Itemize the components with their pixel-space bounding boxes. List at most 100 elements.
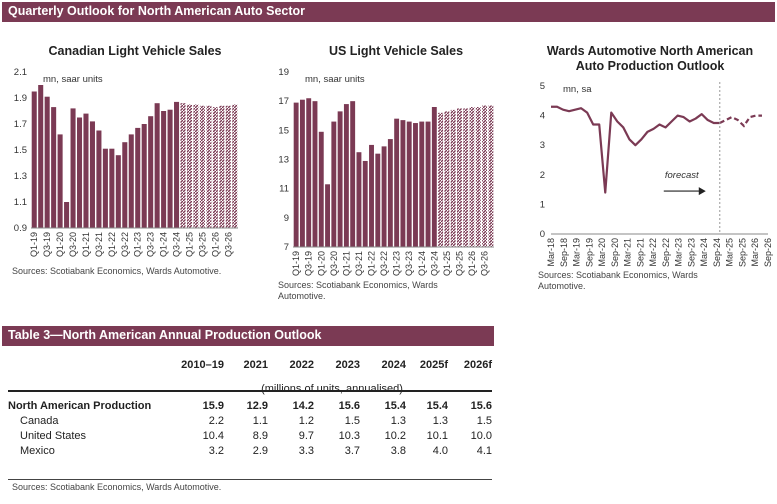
- us-chart-source-line-1: Sources: Scotiabank Economics, Wards: [278, 280, 438, 290]
- us-x-tick-label: Q1-23: [392, 251, 402, 276]
- canada-bar: [141, 124, 147, 228]
- table-cell: 12.9: [246, 399, 268, 412]
- wards-y-tick-label: 5: [540, 81, 545, 92]
- wards-x-tick-label: Sep-22: [661, 238, 671, 267]
- us-x-tick-label: Q1-22: [367, 251, 377, 276]
- wards-x-tick-label: Sep-26: [763, 238, 773, 267]
- us-x-tick-label: Q3-23: [404, 251, 414, 276]
- table-row: North American Production 15.9 12.9 14.2…: [8, 398, 492, 413]
- canada-bar: [167, 109, 173, 228]
- canada-x-tick-label: Q3-21: [94, 232, 104, 257]
- us-y-tick-label: 7: [284, 242, 289, 253]
- wards-chart-title-line-1: Wards Automotive North American: [546, 44, 754, 58]
- table-units-row: (millions of units, annualised): [8, 376, 492, 398]
- canada-y-tick-label: 1.5: [14, 145, 27, 156]
- us-chart-title: US Light Vehicle Sales: [328, 44, 464, 58]
- us-bar: [394, 118, 400, 248]
- us-x-tick-label: Q1-26: [467, 251, 477, 276]
- canada-bar: [44, 96, 50, 228]
- table-cell: 1.3: [390, 414, 406, 427]
- us-bar: [413, 123, 418, 247]
- us-forecast-bar: [469, 107, 475, 247]
- wards-forecast-label: forecast: [665, 170, 699, 181]
- us-y-tick-label: 17: [278, 96, 289, 107]
- table-cell: 15.4: [384, 399, 406, 412]
- us-x-tick-label: Q1-20: [316, 251, 326, 276]
- table-header-row: 2010–19 2021 2022 2023 2024 2025f 2026f: [8, 354, 492, 376]
- us-x-tick-label: Q3-20: [329, 251, 339, 276]
- table-row-label: North American Production: [8, 399, 152, 412]
- canada-chart-title: Canadian Light Vehicle Sales: [48, 44, 222, 58]
- table-row: Mexico 3.2 2.9 3.3 3.7 3.8 4.0 4.1: [8, 443, 492, 458]
- wards-forecast-arrow-head: [698, 187, 706, 196]
- canada-forecast-bar: [212, 107, 218, 228]
- wards-chart-source-line-1: Sources: Scotiabank Economics, Wards: [538, 270, 698, 280]
- table-cell: 3.8: [390, 444, 406, 457]
- table-cell: 3.7: [344, 444, 360, 457]
- us-y-tick-label: 15: [278, 125, 289, 136]
- us-forecast-bar: [457, 108, 462, 247]
- wards-y-tick-label: 1: [540, 199, 545, 210]
- table-header-cell: 2023: [335, 359, 360, 371]
- canada-x-tick-label: Q1-19: [29, 232, 39, 257]
- us-bar: [362, 160, 368, 247]
- us-bar: [400, 120, 406, 247]
- wards-x-tick-label: Mar-25: [725, 238, 735, 267]
- canada-x-tick-label: Q3-26: [223, 232, 233, 257]
- canada-bar: [109, 148, 115, 228]
- canada-x-tick-label: Q1-21: [81, 232, 91, 257]
- canada-forecast-bar: [193, 104, 199, 228]
- us-bar: [356, 152, 362, 247]
- canada-x-tick-label: Q1-23: [133, 232, 143, 257]
- wards-x-tick-label: Mar-24: [699, 238, 709, 267]
- us-x-tick-label: Q1-24: [417, 251, 427, 276]
- us-x-tick-label: Q3-26: [480, 251, 490, 276]
- wards-x-tick-label: Mar-18: [546, 238, 556, 267]
- us-bar: [425, 121, 431, 247]
- us-forecast-bar: [482, 105, 488, 248]
- us-bar: [387, 139, 393, 247]
- canada-x-tick-label: Q3-23: [146, 232, 156, 257]
- table-header-cell: 2022: [289, 359, 314, 371]
- us-x-tick-label: Q1-21: [341, 251, 351, 276]
- table-header-cell: 2026f: [463, 359, 492, 371]
- canada-bar: [38, 85, 44, 228]
- us-bar: [293, 102, 299, 247]
- wards-chart-title: Wards Automotive North American Auto Pro…: [530, 44, 770, 74]
- us-bar: [299, 99, 305, 247]
- table-header-blank: [8, 354, 172, 376]
- us-x-tick-label: Q3-21: [354, 251, 364, 276]
- table-cell: 2.2: [208, 414, 224, 427]
- wards-y-tick-label: 3: [540, 140, 545, 151]
- us-x-tick-label: Q3-25: [454, 251, 464, 276]
- table-cell: 10.3: [338, 429, 360, 442]
- canada-y-tick-label: 1.3: [14, 171, 27, 182]
- us-bar: [337, 111, 343, 247]
- canada-bar: [115, 155, 121, 228]
- us-forecast-bar: [475, 107, 481, 247]
- table-cell: 1.5: [344, 414, 360, 427]
- canada-bar: [76, 117, 83, 228]
- table-cell: 10.1: [426, 429, 448, 442]
- canada-x-tick-label: Q3-25: [197, 232, 207, 257]
- table-header-cell: 2021: [243, 359, 268, 371]
- us-bar: [325, 184, 330, 247]
- table-banner: Table 3—North American Annual Production…: [2, 326, 494, 346]
- table-cell: 14.2: [292, 399, 314, 412]
- us-y-tick-label: 19: [278, 67, 289, 78]
- canada-x-tick-label: Q1-20: [55, 232, 65, 257]
- canada-bar: [89, 121, 95, 228]
- table-cell: 4.0: [432, 444, 448, 457]
- canada-bar: [31, 91, 37, 228]
- wards-x-tick-label: Sep-23: [686, 238, 696, 267]
- us-forecast-bar: [438, 112, 444, 247]
- wards-chart-source: Sources: Scotiabank Economics, Wards Aut…: [538, 270, 698, 292]
- table-cell: 1.2: [298, 414, 314, 427]
- us-forecast-bar: [463, 108, 469, 247]
- us-bar: [331, 121, 337, 247]
- wards-forecast-line: [719, 114, 762, 128]
- table-cell: 3.3: [298, 444, 314, 457]
- us-x-tick-label: Q3-24: [429, 251, 439, 276]
- wards-y-tick-label: 0: [540, 229, 545, 240]
- table-header-cell: 2025f: [419, 359, 448, 371]
